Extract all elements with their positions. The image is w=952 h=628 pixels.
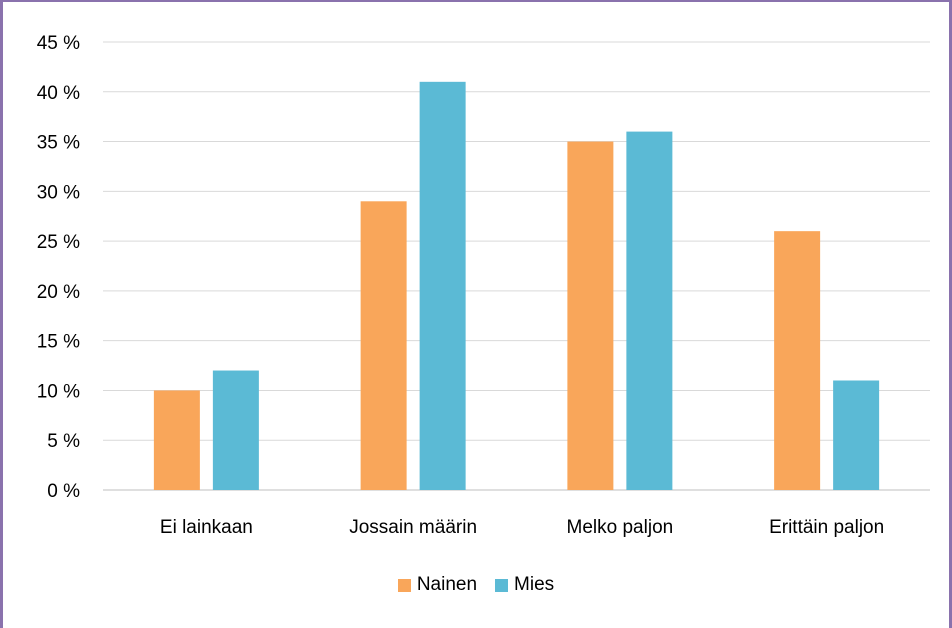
y-tick-label: 35 % <box>37 133 80 154</box>
legend-swatch-mies <box>495 578 509 592</box>
bar-mies-2 <box>419 81 466 491</box>
bar-nainen-2 <box>360 201 407 491</box>
bar-mies-3 <box>626 131 673 490</box>
y-tick-label: 30 % <box>37 182 80 203</box>
x-tick-label: Melko paljon <box>567 517 674 538</box>
y-tick-label: 5 % <box>47 431 80 452</box>
y-tick-label: 0 % <box>47 481 80 502</box>
bar-mies-4 <box>833 380 880 490</box>
y-tick-label: 25 % <box>37 232 80 253</box>
bar-chart: 0 % 5 % 10 % 15 % 20 % 25 % 30 % 35 % 40 % 45 % Ei… <box>37 33 930 538</box>
y-tick-label: 45 % <box>37 33 80 54</box>
bar-nainen-4 <box>774 231 821 490</box>
legend-item-mies: Mies <box>495 574 554 596</box>
x-tick-label: Erittäin paljon <box>769 517 884 538</box>
x-tick-label: Jossain määrin <box>349 517 477 538</box>
legend-label-nainen: Nainen <box>416 574 478 595</box>
legend-swatch-nainen <box>397 578 411 592</box>
bar-nainen-1 <box>153 390 200 490</box>
y-tick-label: 40 % <box>37 83 80 104</box>
bar-nainen-3 <box>567 141 614 491</box>
y-tick-label: 10 % <box>37 381 80 402</box>
legend-label-mies: Mies <box>514 574 555 595</box>
x-tick-label: Ei lainkaan <box>160 517 253 538</box>
legend: Nainen Mies <box>0 570 952 600</box>
legend-item-nainen: Nainen <box>397 574 478 596</box>
bar-mies-1 <box>212 370 259 490</box>
y-tick-label: 15 % <box>37 332 80 353</box>
y-tick-label: 20 % <box>37 282 80 303</box>
